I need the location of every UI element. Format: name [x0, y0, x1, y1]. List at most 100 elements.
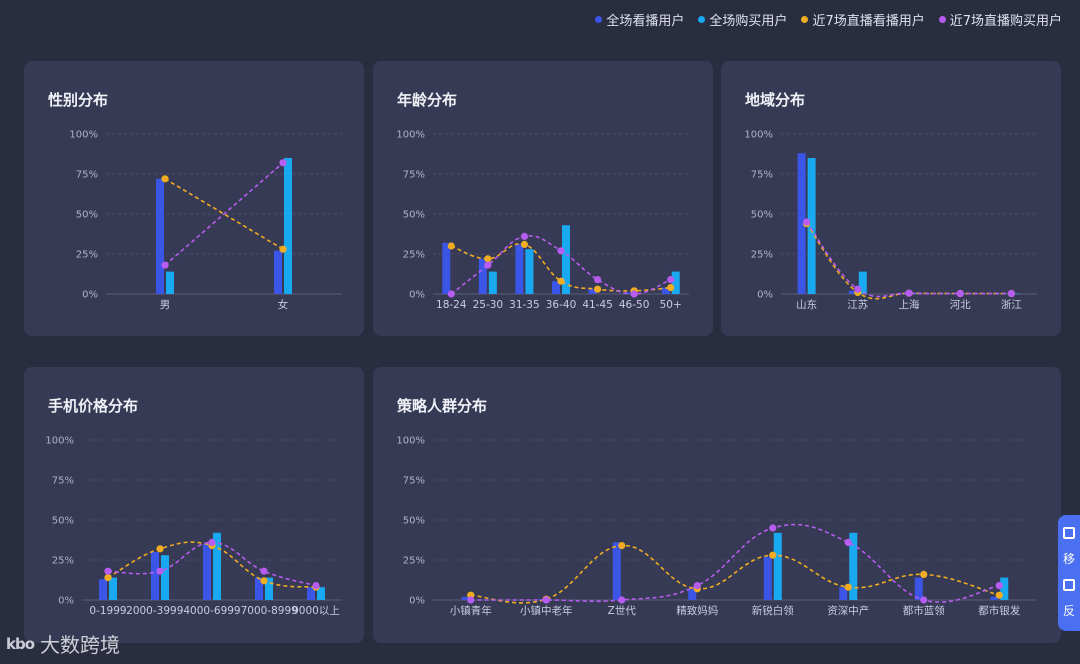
line-point[interactable] — [104, 574, 112, 582]
line-point[interactable] — [956, 289, 964, 298]
bar[interactable] — [763, 556, 772, 600]
line-point[interactable] — [905, 289, 913, 297]
x-tick-label: 31-35 — [509, 299, 540, 311]
bar[interactable] — [562, 225, 570, 294]
region-chart: 100% 75% 50% 25% 0% 山东 江苏 上海 河北 浙江 — [744, 130, 1037, 311]
bar[interactable] — [1000, 577, 1009, 600]
line-point[interactable] — [484, 255, 492, 263]
bar[interactable] — [255, 577, 263, 600]
legend-item[interactable]: 近7场直播购买用户 — [938, 10, 1062, 29]
line-point[interactable] — [104, 567, 112, 575]
side-label-1[interactable]: 移 — [1062, 552, 1075, 567]
bar[interactable] — [661, 287, 670, 294]
x-tick-label: 上海 — [899, 298, 920, 311]
line-point[interactable] — [156, 567, 164, 575]
line-point[interactable] — [312, 582, 320, 590]
line-point[interactable] — [161, 261, 169, 269]
line-point[interactable] — [995, 582, 1003, 590]
age-chart: 100% 75% 50% 25% 0% 18-24 25-30 31-35 36-40 41-45… — [396, 130, 689, 311]
bar[interactable] — [274, 250, 282, 294]
bar[interactable] — [317, 587, 325, 600]
line-point[interactable] — [844, 538, 852, 546]
line-point[interactable] — [447, 242, 455, 250]
bar[interactable] — [552, 281, 560, 294]
line-point[interactable] — [769, 524, 777, 532]
side-label-2[interactable]: 反 — [1062, 604, 1075, 619]
legend-item[interactable]: 全场购买用户 — [698, 10, 787, 29]
y-tick-label: 100% — [396, 436, 425, 447]
line-point[interactable] — [618, 542, 626, 550]
line-point[interactable] — [593, 285, 602, 293]
bar[interactable] — [625, 292, 634, 294]
line-point[interactable] — [630, 290, 638, 298]
bar[interactable] — [307, 587, 315, 600]
bar[interactable] — [109, 577, 117, 600]
bar[interactable] — [213, 532, 221, 600]
line-point[interactable] — [161, 175, 169, 183]
strategy-card: 策略人群分布 100% 75% 50% 25% 0% 小镇青年 小镇中老年 Z世代 精致妈妈 新锐… — [373, 367, 1061, 643]
line-point[interactable] — [593, 276, 602, 284]
line-point[interactable] — [557, 247, 565, 255]
line-point[interactable] — [920, 570, 928, 578]
bar[interactable] — [461, 596, 470, 600]
line-point[interactable] — [667, 284, 675, 292]
bar[interactable] — [488, 271, 497, 294]
line-point[interactable] — [279, 245, 287, 253]
bar[interactable] — [848, 290, 857, 294]
bar[interactable] — [99, 579, 107, 600]
bar[interactable] — [442, 242, 451, 294]
bar[interactable] — [839, 587, 848, 600]
line-point[interactable] — [542, 596, 550, 604]
bar[interactable] — [612, 542, 621, 600]
bar[interactable] — [151, 552, 159, 600]
bar[interactable] — [688, 588, 697, 600]
line-point[interactable] — [520, 240, 529, 248]
side-feedback-widget[interactable]: 移 反 — [1058, 515, 1080, 631]
bar[interactable] — [858, 271, 867, 294]
bar[interactable] — [914, 577, 923, 600]
x-tick-label: 女 — [278, 298, 289, 311]
legend-item[interactable]: 近7场直播看播用户 — [801, 10, 925, 29]
bar[interactable] — [525, 249, 534, 294]
bar[interactable] — [515, 244, 524, 294]
line-point[interactable] — [844, 583, 852, 591]
region-title: 地域分布 — [745, 91, 806, 109]
line-point[interactable] — [803, 218, 811, 226]
bar[interactable] — [990, 596, 999, 600]
line-point[interactable] — [667, 276, 675, 284]
bar[interactable] — [203, 544, 211, 600]
line-point[interactable] — [447, 290, 455, 298]
bar[interactable] — [773, 532, 782, 600]
line-point[interactable] — [260, 577, 268, 585]
legend-item[interactable]: 全场看播用户 — [595, 10, 684, 29]
line-point[interactable] — [854, 285, 862, 293]
bar[interactable] — [807, 158, 816, 294]
line-point[interactable] — [467, 596, 475, 604]
line-point[interactable] — [557, 277, 565, 285]
mobile-icon[interactable] — [1063, 526, 1075, 539]
bar[interactable] — [797, 153, 806, 294]
line-point[interactable] — [279, 159, 287, 167]
line-point[interactable] — [1007, 289, 1015, 298]
bar[interactable] — [161, 555, 169, 600]
bar[interactable] — [156, 178, 164, 294]
line-point[interactable] — [618, 596, 626, 604]
line-point[interactable] — [520, 232, 529, 240]
bar[interactable] — [284, 158, 292, 294]
bar[interactable] — [478, 258, 487, 294]
bar[interactable] — [849, 532, 858, 600]
feedback-icon[interactable] — [1063, 578, 1075, 591]
bar[interactable] — [588, 289, 597, 294]
line-point[interactable] — [208, 538, 216, 546]
line-point[interactable] — [769, 551, 777, 559]
line-point[interactable] — [920, 596, 928, 604]
bar[interactable] — [166, 271, 174, 294]
line-point[interactable] — [484, 261, 492, 269]
line-point[interactable] — [260, 567, 268, 575]
line-point[interactable] — [693, 582, 701, 590]
line-point[interactable] — [156, 545, 164, 553]
line-point[interactable] — [995, 591, 1003, 599]
bar[interactable] — [671, 271, 680, 294]
bar[interactable] — [265, 577, 273, 600]
x-tick-label: 0-1999 — [89, 605, 126, 617]
